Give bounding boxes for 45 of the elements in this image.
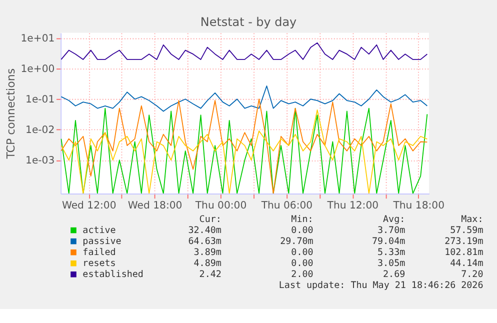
y-tick-label: 1e+00 [20,64,55,75]
y-tick-label: 1e-01 [26,94,55,106]
text: 0.00 [291,247,314,258]
legend-label: failed [82,247,116,258]
x-tick-label: Thu 18:00 [392,200,444,212]
text: 44.14m [450,258,484,270]
text: Last update: Thu May 21 18:46:26 2026 [278,280,484,292]
text: Max: [461,214,484,226]
text: Avg: [383,214,406,226]
text: 102.81m [444,247,484,258]
x-tick-label: Thu 12:00 [326,200,379,212]
legend-label: established [82,269,144,280]
text: 4.89m [194,258,222,270]
text: 2.00 [291,269,314,280]
text: 3.70m [378,225,406,236]
legend-label: active [82,225,116,236]
text: Min: [291,214,314,226]
text: 57.59m [450,225,484,236]
x-tick-label: Thu 00:00 [194,200,247,212]
line-series [60,86,428,112]
text: 64.63m [188,236,222,248]
text: 29.70m [280,236,314,248]
text: 2.42 [199,269,222,280]
legend-label: resets [82,258,116,270]
legend-label: passive [82,236,122,248]
x-tick-label: Thu 06:00 [260,200,313,212]
text: 0.00 [291,225,314,236]
text: 273.19m [444,236,484,248]
y-tick-label: 1e-02 [26,124,55,136]
text: 5.33m [378,247,406,258]
x-tick-label: Wed 18:00 [128,200,182,212]
text: 0.00 [291,258,314,270]
y-tick-label: 1e-03 [26,155,55,166]
y-tick-label: 1e+01 [20,33,55,44]
text: 3.05m [378,258,406,270]
text: 2.69 [383,269,406,280]
text: Cur: [199,214,222,226]
text: 32.40m [188,225,222,236]
text: 3.89m [194,247,222,258]
chart-title: Netstat - by day [200,15,297,30]
text: 79.04m [372,236,406,248]
y-axis-title: TCP connections [4,68,18,160]
text: 7.20 [461,269,484,280]
line-series [60,42,428,60]
x-tick-label: Wed 12:00 [62,200,116,212]
